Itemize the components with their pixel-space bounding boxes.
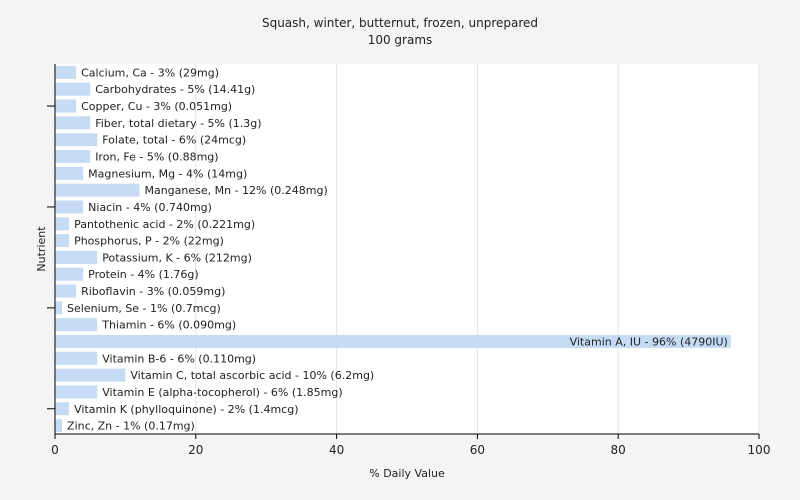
bar-label: Potassium, K - 6% (212mg) <box>102 251 252 264</box>
plot-area <box>55 64 759 434</box>
bar <box>55 351 98 365</box>
bar-label: Calcium, Ca - 3% (29mg) <box>81 66 219 79</box>
bar <box>55 318 98 332</box>
bar-label: Vitamin K (phylloquinone) - 2% (1.4mcg) <box>74 403 298 416</box>
bar <box>55 116 91 130</box>
bar-label: Vitamin E (alpha-tocopherol) - 6% (1.85m… <box>102 386 342 399</box>
bar-label: Folate, total - 6% (24mcg) <box>102 134 246 147</box>
bar <box>55 183 140 197</box>
bar <box>55 335 731 348</box>
bar <box>55 200 84 214</box>
x-tick-label: 60 <box>470 443 485 457</box>
bar <box>55 65 77 79</box>
bar <box>55 419 63 433</box>
bar-label: Niacin - 4% (0.740mg) <box>88 201 212 214</box>
bar <box>55 385 98 399</box>
axes: 0 20 40 60 80 100 <box>47 64 770 457</box>
bar-label: Iron, Fe - 5% (0.88mg) <box>95 151 218 164</box>
bar <box>55 133 98 147</box>
bar-label: Magnesium, Mg - 4% (14mg) <box>88 167 247 180</box>
bar <box>55 82 91 96</box>
x-tick-label: 80 <box>611 443 626 457</box>
bar-label: Vitamin B-6 - 6% (0.110mg) <box>102 352 256 365</box>
chart-title: Squash, winter, butternut, frozen, unpre… <box>262 16 538 30</box>
bar <box>55 217 70 231</box>
bar-label: Vitamin A, IU - 96% (4790IU) <box>570 336 728 349</box>
bar <box>55 301 63 315</box>
bar <box>55 250 98 264</box>
bar-label: Phosphorus, P - 2% (22mg) <box>74 235 224 248</box>
x-tick-label: 20 <box>188 443 203 457</box>
x-tick-label: 100 <box>748 443 771 457</box>
bar-label: Manganese, Mn - 12% (0.248mg) <box>144 184 327 197</box>
bar-label: Thiamin - 6% (0.090mg) <box>101 319 236 332</box>
bar-label: Protein - 4% (1.76g) <box>88 268 199 281</box>
bar <box>55 284 77 298</box>
bar <box>55 402 70 416</box>
bar <box>55 234 70 248</box>
x-axis-label: % Daily Value <box>369 467 445 480</box>
bars: Calcium, Ca - 3% (29mg) Carbohydrates - 5… <box>55 65 731 433</box>
bar-label: Zinc, Zn - 1% (0.17mg) <box>67 420 195 433</box>
bar-label: Vitamin C, total ascorbic acid - 10% (6.… <box>130 369 374 382</box>
x-tick-label: 40 <box>329 443 344 457</box>
bar <box>55 166 84 180</box>
bar-label: Riboflavin - 3% (0.059mg) <box>81 285 225 298</box>
grid <box>195 64 760 434</box>
bar-label: Carbohydrates - 5% (14.41g) <box>95 83 255 96</box>
bar <box>55 150 91 163</box>
bar <box>55 368 126 382</box>
chart-subtitle: 100 grams <box>368 33 433 47</box>
bar-label: Copper, Cu - 3% (0.051mg) <box>81 100 232 113</box>
y-axis-label: Nutrient <box>35 226 48 272</box>
bar-label: Pantothenic acid - 2% (0.221mg) <box>74 218 255 231</box>
x-tick-label: 0 <box>51 443 59 457</box>
bar-label: Fiber, total dietary - 5% (1.3g) <box>95 117 261 130</box>
bar-label: Selenium, Se - 1% (0.7mcg) <box>67 302 221 315</box>
bar <box>55 267 84 281</box>
bar <box>55 99 77 113</box>
